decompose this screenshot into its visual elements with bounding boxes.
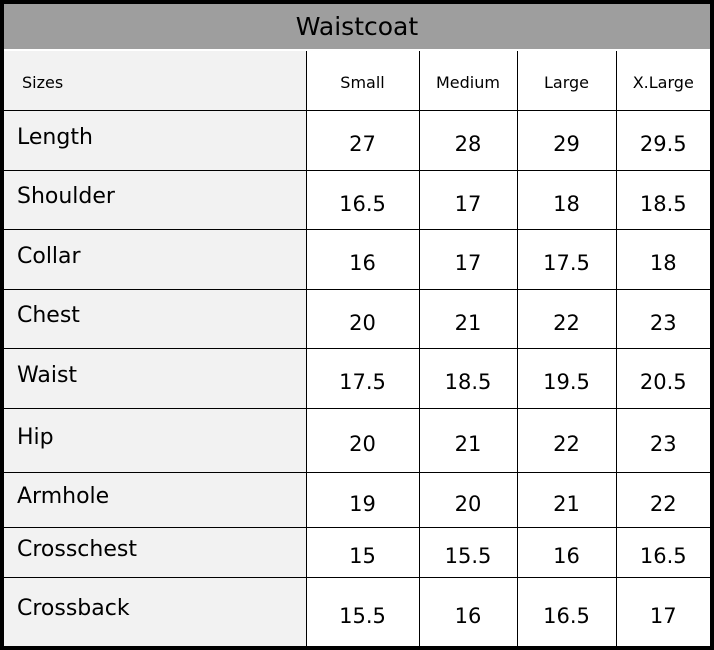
- cell-value: 16.5: [615, 526, 710, 578]
- row-label: Crosschest: [4, 526, 307, 578]
- column-header: Medium: [418, 51, 518, 111]
- row-label: Crossback: [4, 576, 307, 646]
- column-header: Large: [516, 51, 617, 111]
- column-header: Sizes: [4, 51, 307, 111]
- row-label: Length: [4, 109, 307, 171]
- cell-value: 17: [418, 228, 518, 290]
- cell-value: 23: [615, 288, 710, 349]
- header-row: Sizes Small Medium Large X.Large: [4, 51, 710, 111]
- row-label: Armhole: [4, 471, 307, 528]
- table-row: Chest 20 21 22 23: [4, 288, 710, 349]
- cell-value: 19: [305, 471, 420, 528]
- row-label: Collar: [4, 228, 307, 290]
- table-row: Shoulder 16.5 17 18 18.5: [4, 169, 710, 230]
- cell-value: 16: [418, 576, 518, 646]
- table-row: Collar 16 17 17.5 18: [4, 228, 710, 290]
- cell-value: 19.5: [516, 347, 617, 409]
- cell-value: 17: [418, 169, 518, 230]
- cell-value: 23: [615, 407, 710, 473]
- row-label: Hip: [4, 407, 307, 473]
- cell-value: 27: [305, 109, 420, 171]
- cell-value: 15: [305, 526, 420, 578]
- cell-value: 20: [305, 407, 420, 473]
- cell-value: 28: [418, 109, 518, 171]
- cell-value: 15.5: [305, 576, 420, 646]
- column-header: X.Large: [615, 51, 710, 111]
- table-row: Armhole 19 20 21 22: [4, 471, 710, 528]
- cell-value: 21: [418, 407, 518, 473]
- cell-value: 18: [615, 228, 710, 290]
- cell-value: 16.5: [516, 576, 617, 646]
- cell-value: 16: [305, 228, 420, 290]
- table-title: Waistcoat: [4, 4, 710, 51]
- table-row: Hip 20 21 22 23: [4, 407, 710, 473]
- cell-value: 15.5: [418, 526, 518, 578]
- cell-value: 17: [615, 576, 710, 646]
- row-label: Chest: [4, 288, 307, 349]
- table-row: Crossback 15.5 16 16.5 17: [4, 576, 710, 646]
- cell-value: 21: [516, 471, 617, 528]
- cell-value: 20: [305, 288, 420, 349]
- cell-value: 29.5: [615, 109, 710, 171]
- cell-value: 22: [615, 471, 710, 528]
- cell-value: 16.5: [305, 169, 420, 230]
- size-table: Sizes Small Medium Large X.Large Length 27 28 29…: [4, 51, 710, 646]
- cell-value: 29: [516, 109, 617, 171]
- cell-value: 18.5: [418, 347, 518, 409]
- cell-value: 22: [516, 288, 617, 349]
- table-row: Waist 17.5 18.5 19.5 20.5: [4, 347, 710, 409]
- row-label: Shoulder: [4, 169, 307, 230]
- table-row: Crosschest 15 15.5 16 16.5: [4, 526, 710, 578]
- cell-value: 22: [516, 407, 617, 473]
- column-header: Small: [305, 51, 420, 111]
- table-row: Length 27 28 29 29.5: [4, 109, 710, 171]
- row-label: Waist: [4, 347, 307, 409]
- cell-value: 21: [418, 288, 518, 349]
- cell-value: 20: [418, 471, 518, 528]
- cell-value: 16: [516, 526, 617, 578]
- cell-value: 17.5: [305, 347, 420, 409]
- cell-value: 18: [516, 169, 617, 230]
- cell-value: 18.5: [615, 169, 710, 230]
- cell-value: 17.5: [516, 228, 617, 290]
- cell-value: 20.5: [615, 347, 710, 409]
